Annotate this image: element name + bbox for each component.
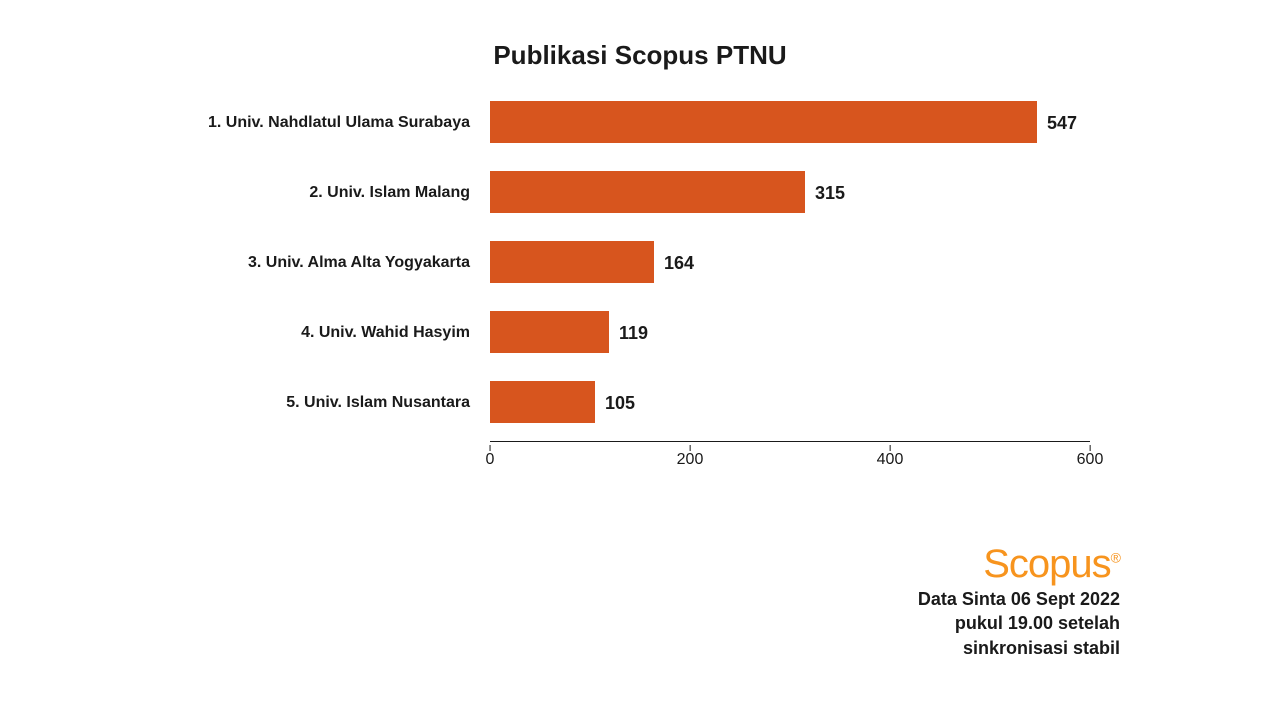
bar-label: 3. Univ. Alma Alta Yogyakarta bbox=[190, 254, 470, 272]
x-tick: 200 bbox=[677, 451, 704, 469]
bar-value: 547 bbox=[1047, 113, 1077, 134]
bar-value: 119 bbox=[619, 323, 648, 344]
x-tickmark bbox=[690, 445, 691, 451]
bar-label: 4. Univ. Wahid Hasyim bbox=[190, 324, 470, 342]
bar bbox=[490, 101, 1037, 143]
footer-line-2: pukul 19.00 setelah bbox=[918, 611, 1120, 635]
x-tickmark bbox=[490, 445, 491, 451]
x-tickmark bbox=[890, 445, 891, 451]
x-tickmark bbox=[1090, 445, 1091, 451]
bar bbox=[490, 311, 609, 353]
x-axis-line bbox=[490, 441, 1090, 442]
bar-label: 1. Univ. Nahdlatul Ulama Surabaya bbox=[190, 114, 470, 132]
footer-line-1: Data Sinta 06 Sept 2022 bbox=[918, 587, 1120, 611]
x-tick: 0 bbox=[486, 451, 495, 469]
bar bbox=[490, 171, 805, 213]
bar-value: 164 bbox=[664, 253, 694, 274]
bar-label: 2. Univ. Islam Malang bbox=[190, 184, 470, 202]
footer: Scopus® Data Sinta 06 Sept 2022 pukul 19… bbox=[918, 542, 1120, 660]
scopus-logo: Scopus® bbox=[918, 542, 1120, 587]
x-tick: 400 bbox=[877, 451, 904, 469]
brand-text: Scopus bbox=[983, 542, 1110, 586]
chart-container: Publikasi Scopus PTNU 1. Univ. Nahdlatul… bbox=[0, 0, 1280, 720]
bar bbox=[490, 381, 595, 423]
footer-line-3: sinkronisasi stabil bbox=[918, 636, 1120, 660]
bar bbox=[490, 241, 654, 283]
bar-chart: 1. Univ. Nahdlatul Ulama Surabaya 547 2. U… bbox=[190, 101, 1090, 501]
x-tick: 600 bbox=[1077, 451, 1104, 469]
bar-value: 105 bbox=[605, 393, 635, 414]
chart-title: Publikasi Scopus PTNU bbox=[80, 40, 1200, 71]
registered-mark: ® bbox=[1111, 550, 1120, 566]
bar-label: 5. Univ. Islam Nusantara bbox=[190, 394, 470, 412]
bar-value: 315 bbox=[815, 183, 845, 204]
